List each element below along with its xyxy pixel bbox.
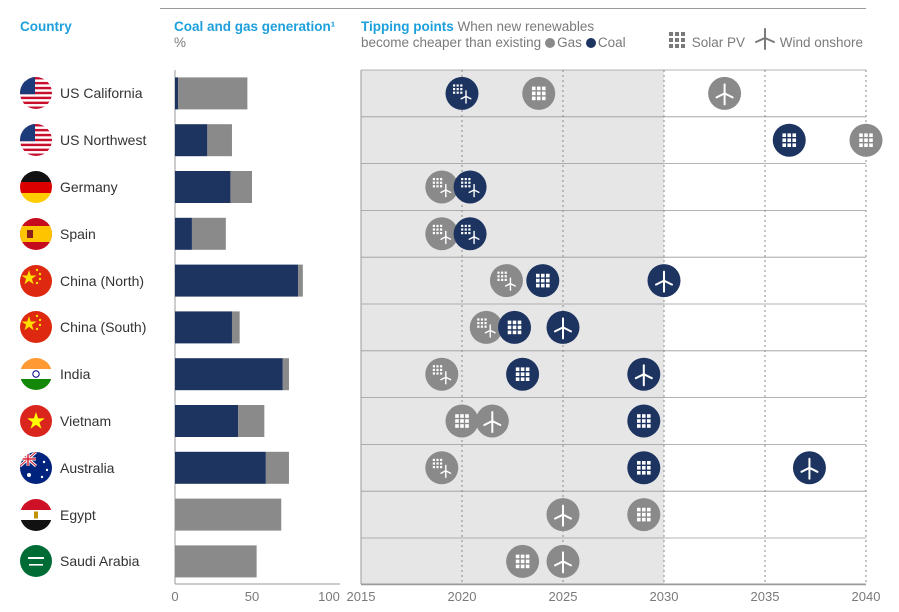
country-name: Spain: [60, 225, 96, 242]
bar-gas: [230, 171, 252, 203]
year-tick-label: 2015: [346, 589, 376, 604]
bar-coal: [175, 171, 231, 203]
bar-gas: [175, 545, 257, 578]
tipping-point-gas-wind-icon: [475, 404, 509, 438]
flag-vn-icon: [20, 405, 52, 437]
wind-legend-label: Wind onshore: [779, 35, 864, 50]
generation-header: Coal and gas generation¹ %: [174, 19, 336, 50]
country-name: China (North): [60, 272, 145, 289]
country-name: US Northwest: [60, 132, 147, 149]
tipping-point-coal-solar-icon: [526, 264, 560, 298]
bar-gas: [298, 264, 303, 297]
generation-unit: %: [174, 35, 187, 50]
flag-us-icon: [20, 124, 52, 157]
bar-x-tick-label: 50: [244, 589, 260, 604]
country-name: US California: [60, 85, 143, 102]
bar-coal: [175, 217, 192, 250]
gas-legend-dot: [545, 38, 556, 48]
bar-x-tick-label: 100: [318, 589, 340, 604]
year-tick-label: 2040: [851, 589, 881, 604]
country-name: Egypt: [60, 506, 96, 523]
gas-legend-label: Gas: [557, 35, 582, 50]
tipping-point-coal-wind-icon: [627, 357, 661, 391]
country-name: China (South): [60, 319, 147, 336]
bar-coal: [175, 358, 283, 391]
bar-x-tick-label: 0: [171, 589, 179, 604]
country-name: Saudi Arabia: [60, 553, 140, 570]
tipping-point-gas-solar-icon: [506, 544, 540, 578]
bar-coal: [175, 311, 232, 344]
tipping-point-coal-solar-wind-icon: [445, 76, 479, 110]
country-header: Country: [20, 19, 72, 34]
bar-gas: [265, 451, 289, 484]
solar-legend-icon: [669, 32, 685, 48]
country-name: Germany: [60, 179, 118, 195]
tipping-point-gas-wind-icon: [546, 544, 580, 578]
bar-coal: [175, 77, 179, 110]
coal-legend-label: Coal: [597, 35, 626, 50]
bar-gas: [231, 311, 240, 344]
tipping-point-coal-solar-icon: [498, 310, 532, 344]
tipping-point-gas-solar-icon: [849, 123, 883, 157]
flag-au-icon: [20, 451, 52, 484]
bar-coal: [175, 264, 299, 297]
tipping-point-gas-solar-icon: [445, 404, 479, 438]
tipping-point-gas-solar-wind-icon: [489, 264, 523, 298]
tipping-point-coal-solar-icon: [627, 451, 661, 485]
year-tick-label: 2030: [649, 589, 679, 604]
wind-legend: Wind onshore: [754, 28, 863, 51]
country-name: Vietnam: [60, 413, 112, 429]
flag-es-icon: [20, 217, 52, 250]
top-divider: [160, 8, 866, 9]
tipping-point-gas-wind-icon: [708, 76, 742, 110]
tipping-point-gas-wind-icon: [546, 498, 580, 532]
tipping-point-gas-solar-wind-icon: [425, 357, 459, 391]
wind-legend-icon: [755, 28, 775, 50]
tipping-point-gas-solar-icon: [627, 498, 661, 532]
flag-us-icon: [20, 77, 52, 110]
tipping-point-coal-solar-icon: [506, 357, 540, 391]
bar-coal: [175, 451, 266, 484]
tipping-point-gas-solar-wind-icon: [425, 170, 459, 204]
tipping-point-coal-solar-wind-icon: [453, 217, 487, 251]
bar-gas: [238, 405, 265, 437]
tipping-point-coal-wind-icon: [647, 264, 681, 298]
tipping-point-coal-wind-icon: [546, 310, 580, 344]
tipping-point-gas-solar-icon: [522, 76, 556, 110]
bar-gas: [178, 77, 248, 110]
flag-cn-icon: [20, 264, 52, 297]
bar-gas: [207, 124, 232, 157]
year-tick-label: 2020: [447, 589, 477, 604]
bar-gas: [282, 358, 289, 391]
tipping-point-gas-solar-wind-icon: [469, 310, 503, 344]
bar-coal: [175, 405, 239, 437]
flag-sa-icon: [20, 545, 52, 578]
bar-gas: [175, 498, 282, 531]
flag-cn-icon: [20, 311, 52, 344]
tipping-point-coal-wind-icon: [792, 451, 826, 485]
bar-gas: [191, 217, 226, 250]
flag-de-icon: [20, 171, 52, 203]
bar-coal: [175, 124, 208, 157]
country-name: India: [60, 366, 91, 383]
year-tick-label: 2035: [750, 589, 780, 604]
solar-legend-label: Solar PV: [691, 35, 746, 50]
solar-legend: Solar PV: [668, 31, 745, 51]
flag-eg-icon: [20, 498, 52, 531]
tipping-header: Tipping points When new renewables becom…: [361, 19, 626, 50]
tipping-point-coal-solar-icon: [627, 404, 661, 438]
tipping-point-coal-solar-icon: [772, 123, 806, 157]
flag-in-icon: [20, 358, 52, 391]
coal-legend-dot: [585, 38, 596, 48]
tipping-point-gas-solar-wind-icon: [425, 217, 459, 251]
country-name: Australia: [60, 459, 115, 476]
year-tick-label: 2025: [548, 589, 578, 604]
tipping-point-coal-solar-wind-icon: [453, 170, 487, 204]
tipping-point-gas-solar-wind-icon: [425, 451, 459, 485]
